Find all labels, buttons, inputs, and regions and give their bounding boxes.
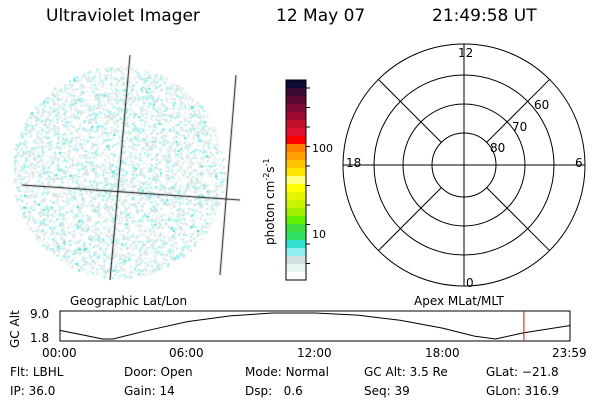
status-value: 36.0	[28, 384, 56, 398]
colorbar-tick-100: 100	[312, 142, 333, 155]
lat-60: 60	[534, 98, 550, 112]
colorbar-band	[286, 216, 306, 225]
xtick-0: 00:00	[42, 346, 77, 360]
status-seq: Seq: 39	[364, 384, 410, 398]
mlt-diagonal	[378, 187, 442, 251]
colorbar-tick-10: 10	[312, 228, 326, 241]
xtick-18: 18:00	[425, 346, 460, 360]
time-label: 21:49:58 UT	[432, 6, 537, 26]
status-key: Dsp:	[245, 384, 273, 398]
status-value: 316.9	[524, 384, 559, 398]
colorbar-band	[286, 152, 306, 161]
status-key: GLon:	[486, 384, 521, 398]
status-value: 0.6	[275, 384, 303, 398]
geographic-label: Geographic Lat/Lon	[70, 294, 188, 308]
colorbar-band	[286, 120, 306, 129]
instrument-title: Ultraviolet Imager	[46, 6, 200, 26]
colorbar-band	[286, 224, 306, 233]
colorbar-band	[286, 200, 306, 209]
colorbar-band	[286, 136, 306, 145]
status-gain: Gain: 14	[124, 384, 175, 398]
colorbar-band	[286, 232, 306, 241]
colorbar-band	[286, 96, 306, 105]
orbit-altitude-line	[59, 312, 570, 340]
status-ip: IP: 36.0	[10, 384, 55, 398]
xtick-end: 23:59	[552, 346, 587, 360]
status-glon: GLon: 316.9	[486, 384, 559, 398]
mlt-12: 12	[458, 46, 474, 60]
colorbar-band	[286, 112, 306, 121]
colorbar-band	[286, 128, 306, 137]
colorbar-band	[286, 264, 306, 273]
status-gcalt: GC Alt: 3.5 Re	[364, 365, 448, 379]
ytick-1.8: 1.8	[30, 331, 50, 345]
date-label: 12 May 07	[276, 6, 366, 26]
status-dsp: Dsp: 0.6	[245, 384, 303, 398]
colorbar-band	[286, 168, 306, 177]
mlt-diagonal	[378, 79, 442, 143]
colorbar-band	[286, 256, 306, 265]
colorbar-band	[286, 192, 306, 201]
colorbar-band	[286, 272, 306, 281]
status-value: Normal	[285, 365, 329, 379]
colorbar-band	[286, 184, 306, 193]
xtick-6: 06:00	[169, 346, 204, 360]
status-key: Seq:	[364, 384, 391, 398]
status-key: GLat:	[486, 365, 519, 379]
status-key: Door:	[124, 365, 157, 379]
uv-image-geographic	[0, 45, 260, 285]
status-key: IP:	[10, 384, 25, 398]
colorbar-label: photon cm-2s-1	[262, 158, 277, 245]
status-value: −21.8	[521, 365, 559, 379]
colorbar-band	[286, 248, 306, 257]
apex-label: Apex MLat/MLT	[414, 294, 504, 308]
status-key: Gain:	[124, 384, 156, 398]
status-key: Flt:	[10, 365, 29, 379]
colorbar-band	[286, 208, 306, 217]
mlt-18: 18	[346, 156, 362, 170]
status-door: Door: Open	[124, 365, 193, 379]
status-mode: Mode: Normal	[245, 365, 329, 379]
colorbar-band	[286, 176, 306, 185]
colorbar-band	[286, 88, 306, 97]
xtick-12: 12:00	[297, 346, 332, 360]
orbit-ylabel: GC Alt	[8, 310, 22, 348]
colorbar-band	[286, 104, 306, 113]
status-value: Open	[160, 365, 193, 379]
status-value: 39	[394, 384, 410, 398]
colorbar-band	[286, 240, 306, 249]
lat-70: 70	[512, 120, 528, 134]
status-value: 14	[159, 384, 175, 398]
mlt-diagonal	[486, 187, 550, 251]
mlt-diagonal	[486, 79, 550, 143]
status-glat: GLat: −21.8	[486, 365, 559, 379]
colorbar-frame	[285, 79, 307, 281]
mlt-0: 0	[466, 276, 474, 290]
mlt-6: 6	[575, 156, 583, 170]
status-key: GC Alt:	[364, 365, 406, 379]
status-value: LBHL	[32, 365, 64, 379]
status-value: 3.5 Re	[409, 365, 448, 379]
ytick-9: 9.0	[30, 307, 50, 321]
colorbar-band	[286, 144, 306, 153]
status-flt: Flt: LBHL	[10, 365, 63, 379]
lat-80: 80	[490, 141, 506, 155]
orbit-frame	[59, 310, 571, 342]
status-key: Mode:	[245, 365, 282, 379]
colorbar-band	[286, 160, 306, 169]
colorbar-band	[286, 80, 306, 89]
